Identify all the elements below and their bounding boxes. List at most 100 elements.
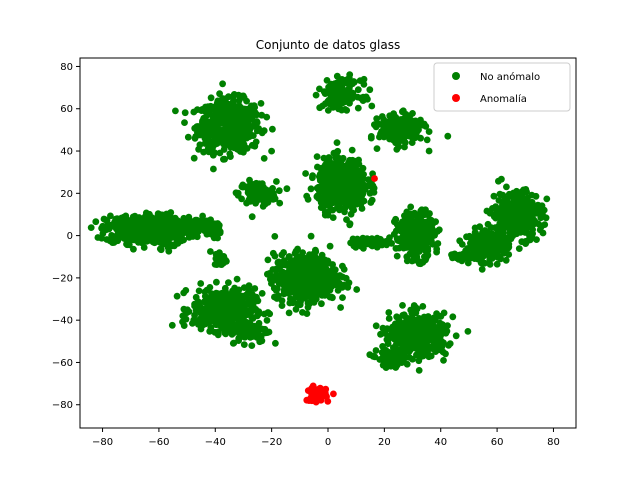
point xyxy=(494,248,502,256)
point xyxy=(190,108,198,116)
point xyxy=(251,293,258,301)
point xyxy=(394,348,402,356)
point xyxy=(207,324,215,331)
point xyxy=(246,194,254,202)
point xyxy=(280,257,288,264)
point xyxy=(190,154,198,162)
point xyxy=(444,132,452,140)
point xyxy=(418,121,426,128)
point xyxy=(282,278,290,285)
point xyxy=(341,106,349,113)
point xyxy=(130,245,137,253)
point xyxy=(423,136,431,144)
y-tick-label: −20 xyxy=(52,273,73,284)
point xyxy=(372,322,380,330)
point xyxy=(195,145,203,153)
point xyxy=(409,238,417,246)
point xyxy=(129,236,137,244)
y-tick-label: 20 xyxy=(60,189,73,200)
point xyxy=(98,234,106,242)
point xyxy=(393,252,401,260)
point xyxy=(213,303,221,311)
point xyxy=(344,173,352,181)
point xyxy=(486,261,494,268)
point xyxy=(411,256,418,264)
point xyxy=(203,217,211,225)
x-tick-label: 80 xyxy=(547,437,560,448)
point xyxy=(367,199,375,206)
point xyxy=(202,315,210,323)
point xyxy=(410,302,418,309)
point xyxy=(342,89,350,97)
x-tick-label: 20 xyxy=(378,437,391,448)
point xyxy=(373,145,381,153)
point xyxy=(263,113,271,121)
point xyxy=(236,121,244,129)
x-tick-label: −20 xyxy=(261,437,282,448)
point xyxy=(233,108,241,115)
point xyxy=(425,147,433,155)
point xyxy=(393,235,401,243)
point xyxy=(239,296,247,303)
point xyxy=(496,235,503,243)
point xyxy=(430,346,438,353)
point xyxy=(240,284,248,291)
point xyxy=(258,182,265,189)
point xyxy=(285,309,293,317)
point xyxy=(353,286,361,293)
point xyxy=(135,238,142,246)
point xyxy=(405,353,413,361)
point xyxy=(191,311,199,319)
point xyxy=(372,347,380,354)
point xyxy=(175,235,183,243)
point xyxy=(415,367,423,374)
point xyxy=(241,112,248,120)
point xyxy=(313,193,321,201)
point xyxy=(421,246,429,254)
point xyxy=(383,336,391,343)
point xyxy=(109,239,116,247)
point xyxy=(208,127,216,135)
point xyxy=(425,231,433,239)
point xyxy=(424,238,431,246)
x-tick-label: 0 xyxy=(325,437,331,448)
point xyxy=(394,126,402,134)
point xyxy=(172,107,179,115)
point xyxy=(347,94,354,102)
chart-title: Conjunto de datos glass xyxy=(256,38,400,52)
point xyxy=(196,131,204,139)
point xyxy=(232,144,240,152)
point xyxy=(416,330,423,338)
point xyxy=(147,227,155,235)
point xyxy=(307,232,315,240)
point xyxy=(391,336,399,343)
point xyxy=(220,155,227,163)
point xyxy=(251,285,259,292)
point xyxy=(241,328,248,336)
point xyxy=(235,97,243,105)
point xyxy=(378,241,386,249)
point xyxy=(278,302,286,309)
point xyxy=(354,104,362,112)
point xyxy=(246,129,253,137)
point xyxy=(322,191,330,199)
point xyxy=(437,332,444,340)
point xyxy=(278,297,286,304)
point xyxy=(143,238,151,245)
point xyxy=(139,231,147,239)
point xyxy=(325,154,333,161)
point xyxy=(518,188,526,195)
point xyxy=(195,287,203,295)
point xyxy=(203,139,211,147)
point xyxy=(276,199,284,207)
point xyxy=(197,309,205,317)
point xyxy=(283,286,291,294)
point xyxy=(260,155,268,162)
point xyxy=(538,223,545,230)
point xyxy=(220,112,228,120)
point xyxy=(243,97,251,105)
point xyxy=(371,175,378,182)
y-tick-label: −40 xyxy=(52,316,73,327)
point xyxy=(464,328,472,335)
point xyxy=(307,185,315,193)
